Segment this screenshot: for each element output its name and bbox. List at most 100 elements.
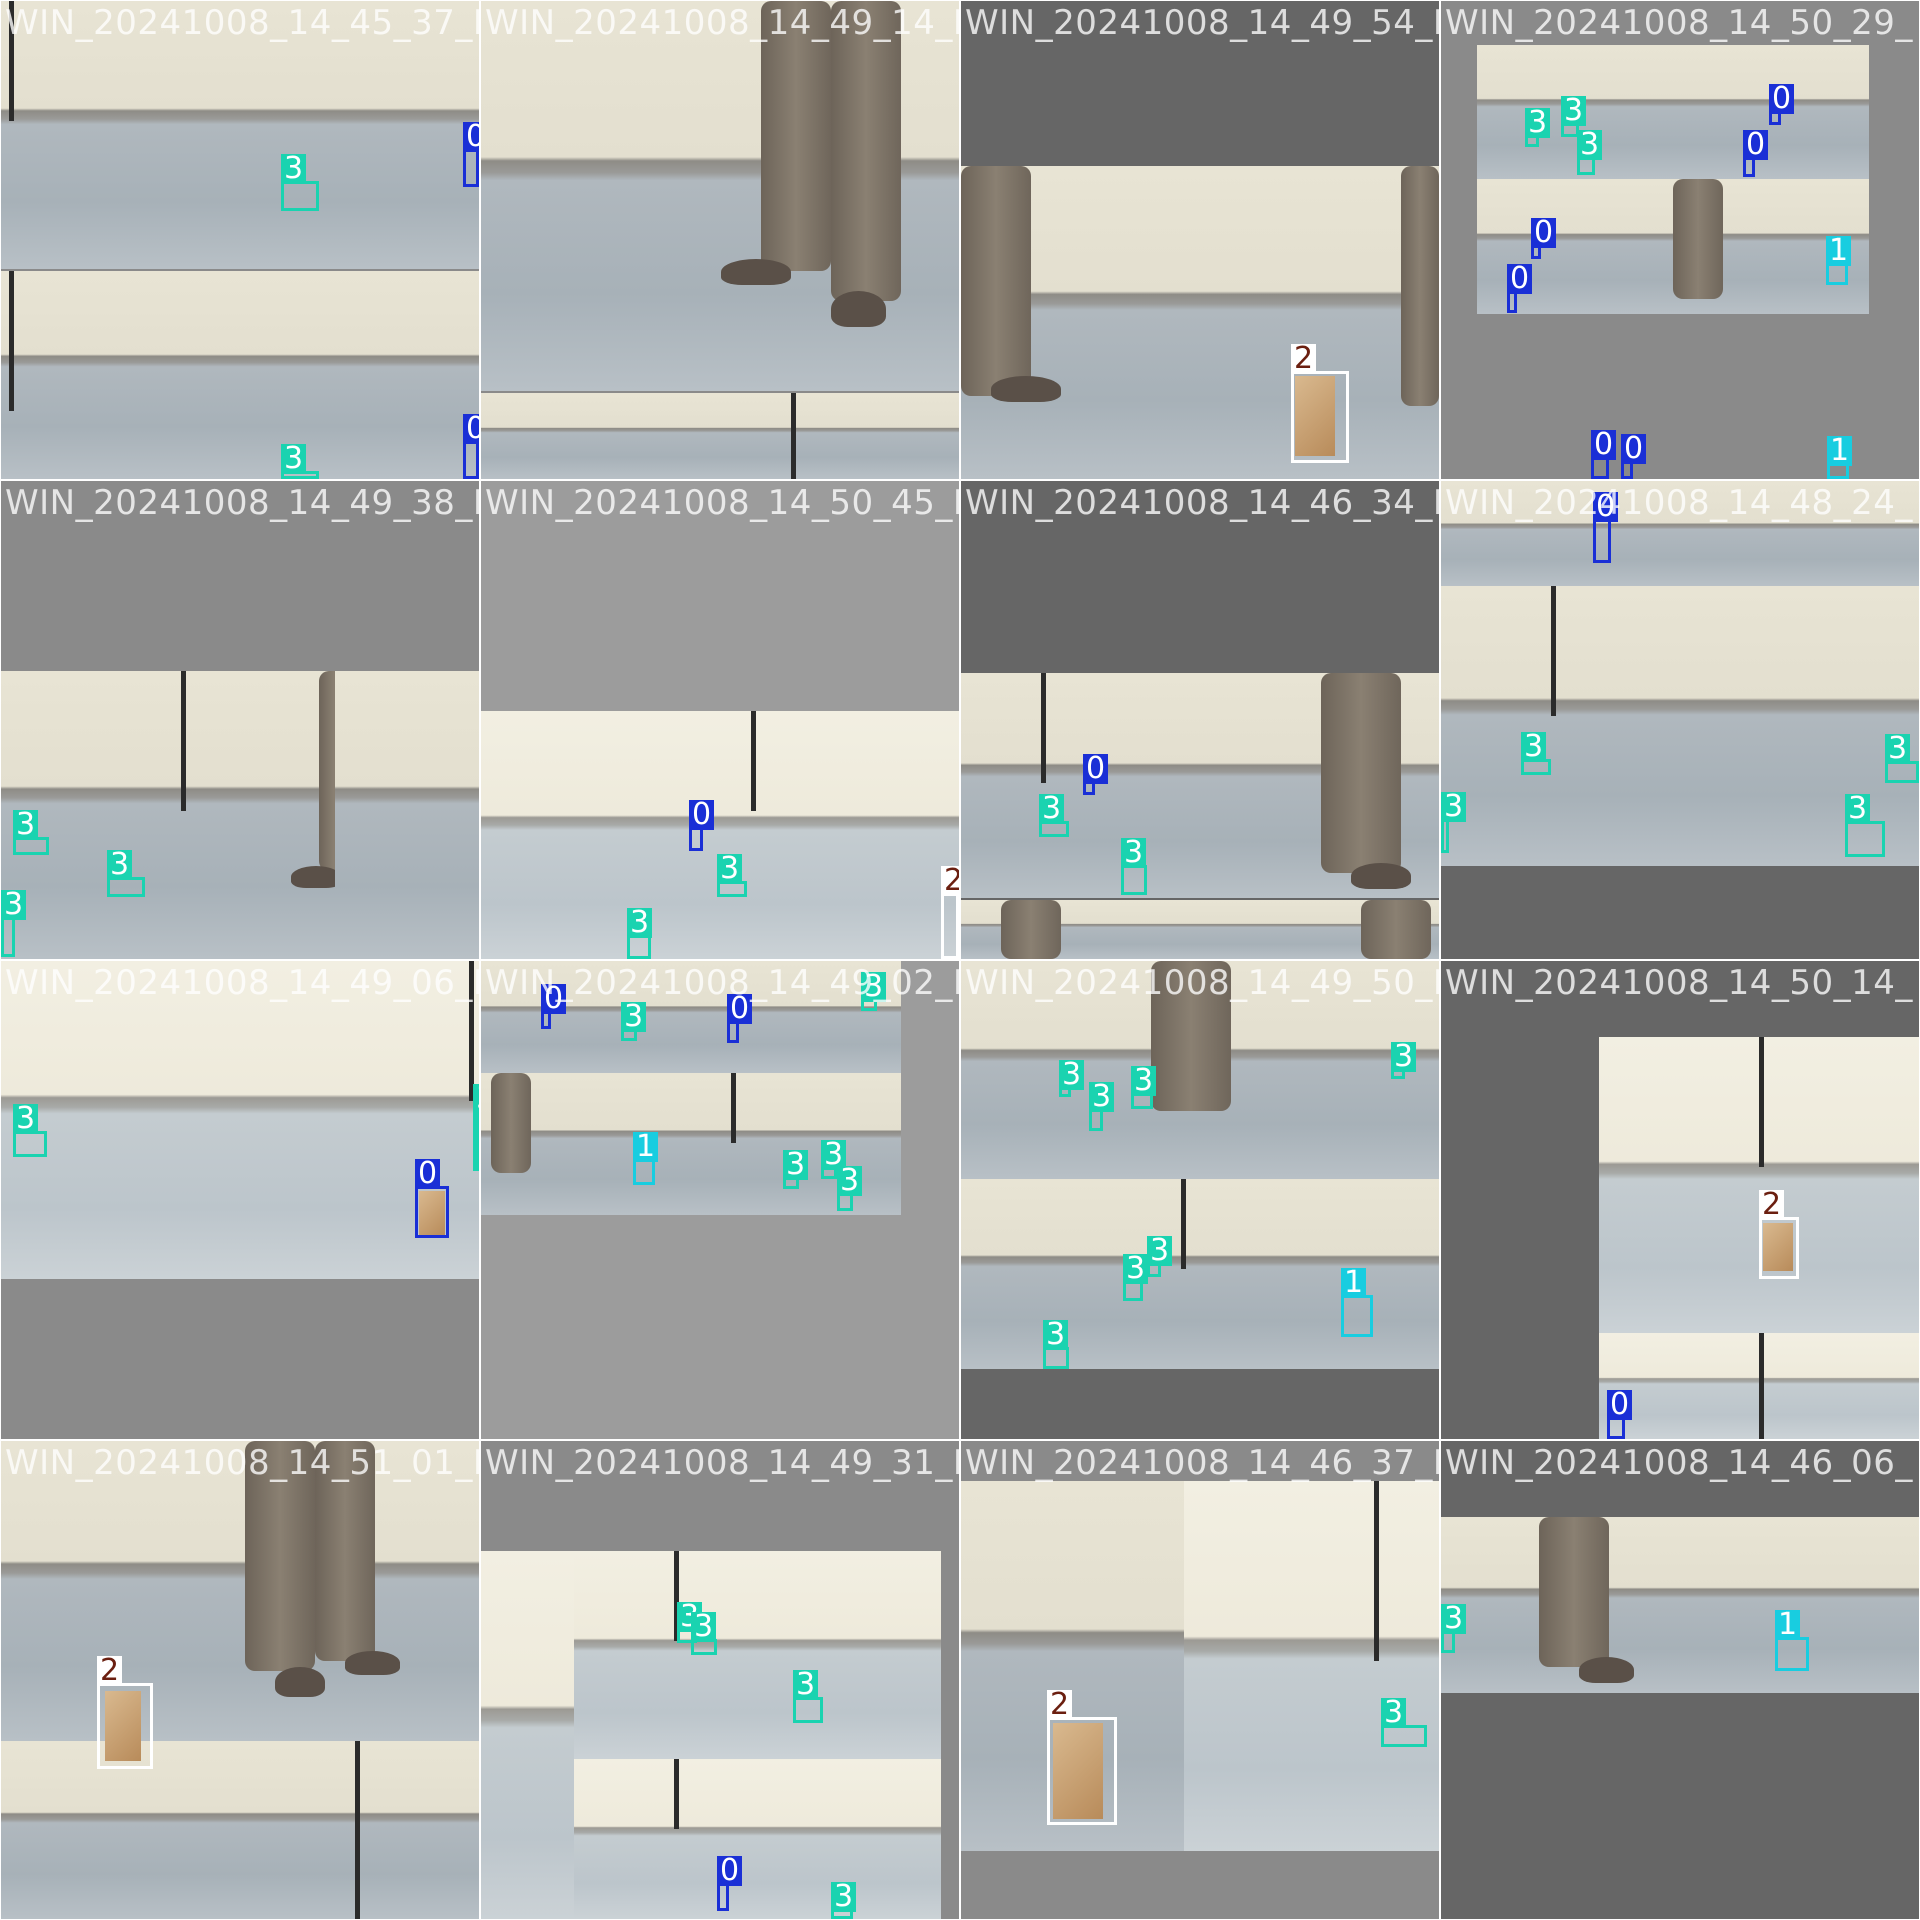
photo-patch <box>1599 1333 1919 1439</box>
tile-filename: WIN_20241008_14_49_54_Pro.jpg <box>965 3 1439 43</box>
photo-patch <box>1 1441 205 1741</box>
bbox: 2 <box>1291 344 1349 463</box>
bbox-class-label: 3 <box>1039 794 1065 824</box>
bbox-class-label: 3 <box>783 1150 809 1180</box>
bbox: 1 <box>1826 236 1852 285</box>
mosaic-tile: 3 3 3 3 3 3 3 1 WIN_20241008_14_49_50_Pr… <box>961 961 1439 1439</box>
bbox-class-label: 1 <box>1827 436 1853 466</box>
mosaic-tile: 0 3 3 3 3 WIN_20241008_14_48_24_ <box>1441 481 1919 959</box>
mosaic-tile: 0 3 3 2 WIN_20241008_14_50_45_Pro.jpg <box>481 481 959 959</box>
photo-patch <box>574 1551 941 1759</box>
photo-patch <box>961 900 1439 959</box>
bbox: 0 <box>727 994 753 1043</box>
bbox: 3 <box>1147 1236 1173 1277</box>
photo-patch <box>691 1073 901 1215</box>
photo-patch <box>481 1073 691 1215</box>
bbox-class-label: 0 <box>463 122 479 152</box>
bbox: 3 <box>1845 794 1885 857</box>
bbox: 0 <box>1621 434 1647 479</box>
bbox: 3 <box>473 1084 479 1171</box>
bbox-class-label: 2 <box>1291 344 1317 374</box>
photo-patch <box>1441 481 1919 586</box>
photo-patch <box>1321 673 1439 898</box>
mosaic-tile: 0 3 0 3 1 3 3 3 WIN_20241008_14_49_02_Pr… <box>481 961 959 1439</box>
bbox-class-label: 3 <box>717 854 743 884</box>
mosaic-tile: 2 0 WIN_20241008_14_50_14_ <box>1441 961 1919 1439</box>
bbox-class-label: 2 <box>941 866 959 896</box>
bbox-class-label: 0 <box>1621 434 1647 464</box>
photo-patch <box>335 671 479 959</box>
bbox: 3 <box>1381 1698 1427 1747</box>
photo-patch <box>1691 586 1919 866</box>
bbox-class-label: 3 <box>1577 130 1603 160</box>
photo-patch <box>169 1 479 269</box>
bbox-class-label: 3 <box>1391 1042 1417 1072</box>
tile-filename: WIN_20241008_14_46_34_Pro.jpg <box>965 483 1439 523</box>
bbox-class-label: 1 <box>1341 1268 1367 1298</box>
photo-patch <box>1599 1037 1919 1333</box>
photo-patch <box>1 1 169 269</box>
bbox: 3 <box>1123 1254 1149 1301</box>
bbox: 0 <box>1531 218 1557 259</box>
photo-patch <box>205 1741 479 1919</box>
photo-patch <box>481 393 959 479</box>
bbox-class-label: 0 <box>717 1856 743 1886</box>
bbox-class-label: 0 <box>541 984 567 1014</box>
bbox: 3 <box>1525 108 1551 147</box>
mosaic-tile: 2 WIN_20241008_14_49_54_Pro.jpg <box>961 1 1439 479</box>
photo-patch <box>1441 586 1691 866</box>
bbox-class-label: 3 <box>821 1140 847 1170</box>
bbox: 3 <box>1561 96 1587 137</box>
bbox-class-label: 3 <box>1521 732 1547 762</box>
bbox-class-label: 0 <box>1743 130 1769 160</box>
bbox-class-label: 0 <box>415 1159 441 1189</box>
tile-filename: WIN_20241008_14_50_45_Pro.jpg <box>485 483 959 523</box>
bbox: 3 <box>1 890 27 957</box>
bbox: 0 <box>1507 264 1533 313</box>
bbox-class-label: 3 <box>1043 1320 1069 1350</box>
mosaic-tile: 3 0 3 0 WIN_20241008_14_45_37_Pro.jpg <box>1 1 479 479</box>
bbox-class-label: 1 <box>633 1132 659 1162</box>
photo-patch <box>481 961 691 1073</box>
bbox-class-label: 1 <box>1775 1610 1801 1640</box>
bbox-class-label: 3 <box>281 444 307 474</box>
bbox: 3 <box>837 1166 863 1211</box>
photo-patch <box>574 1759 941 1919</box>
photo-patch <box>205 1441 479 1741</box>
bbox: 1 <box>1775 1610 1809 1671</box>
photo-patch <box>481 711 959 959</box>
bbox: 3 <box>793 1670 823 1723</box>
tile-filename: WIN_20241008_14_50_29_ <box>1445 3 1913 43</box>
bbox-class-label: 3 <box>837 1166 863 1196</box>
photo-patch <box>169 271 479 479</box>
bbox: 0 <box>1743 130 1769 177</box>
bbox-class-label: 0 <box>1593 492 1619 522</box>
tile-filename: WIN_20241008_14_49_38_Pro.jpg <box>5 483 479 523</box>
bbox-class-label: 3 <box>1381 1698 1407 1728</box>
bbox-class-label: 0 <box>1507 264 1533 294</box>
bbox-class-label: 2 <box>1759 1190 1785 1220</box>
mosaic-tile: 3 1 WIN_20241008_14_46_06_ <box>1441 1441 1919 1919</box>
bbox: 0 <box>1083 754 1109 795</box>
bbox: 3 <box>831 1882 857 1919</box>
bbox-class-label: 0 <box>689 800 715 830</box>
photo-patch <box>1184 1481 1439 1851</box>
bbox-class-label: 3 <box>473 1084 479 1114</box>
bbox-class-label: 3 <box>1441 792 1467 822</box>
bbox: 3 <box>281 444 319 479</box>
mosaic-tile: 3 3 3 0 0 0 0 0 1 0 1 WIN_20241008_14_50… <box>1441 1 1919 479</box>
tile-filename: WIN_20241008_14_46_06_ <box>1445 1443 1913 1483</box>
bbox: 3 <box>1577 130 1603 175</box>
photo-patch <box>1539 1517 1919 1693</box>
mosaic-tile: 3 0 3 WIN_20241008_14_49_06_Pro.jpg <box>1 961 479 1439</box>
bbox: 0 <box>415 1159 449 1238</box>
bbox-class-label: 0 <box>1607 1390 1633 1420</box>
bbox-class-label: 3 <box>1 890 27 920</box>
bbox: 3 <box>821 1140 847 1179</box>
bbox-class-label: 1 <box>1826 236 1852 266</box>
bbox: 3 <box>13 1104 47 1157</box>
photo-patch <box>1 271 169 479</box>
photo-patch <box>1 961 269 1279</box>
bbox: 1 <box>1341 1268 1373 1337</box>
